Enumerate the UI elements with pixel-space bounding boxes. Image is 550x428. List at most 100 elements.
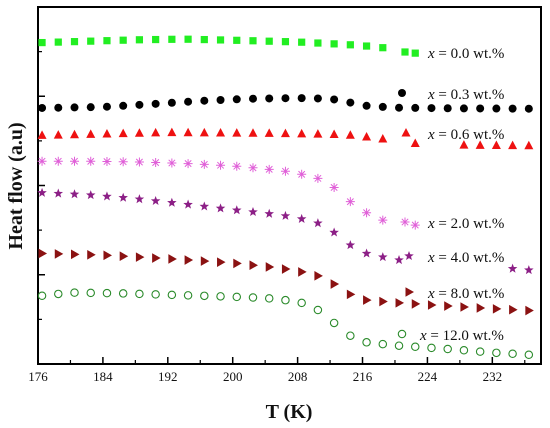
data-point	[217, 257, 226, 267]
data-point	[411, 299, 421, 309]
data-point	[215, 203, 226, 213]
data-point	[265, 37, 273, 45]
data-point	[524, 265, 534, 275]
legend-entry: x = 8.0 wt.%	[405, 286, 504, 302]
data-point	[54, 38, 62, 46]
data-point	[281, 264, 291, 274]
data-series	[37, 35, 534, 359]
legend-entry: x = 2.0 wt.%	[400, 216, 504, 232]
data-point	[460, 302, 469, 312]
data-point	[443, 344, 452, 354]
data-point	[345, 130, 355, 139]
data-point	[233, 258, 242, 269]
data-point	[363, 295, 372, 305]
data-point	[265, 262, 275, 272]
data-point	[37, 187, 47, 197]
data-point	[411, 49, 419, 57]
data-point	[507, 263, 518, 273]
data-point	[297, 298, 306, 308]
data-point	[314, 39, 322, 47]
data-point	[102, 191, 112, 201]
data-point	[394, 255, 404, 265]
legend-entry: x = 0.3 wt.%	[398, 87, 504, 103]
data-point	[183, 199, 193, 209]
data-point	[86, 156, 96, 166]
data-point	[248, 94, 257, 103]
data-point	[54, 249, 64, 259]
data-point	[167, 197, 177, 207]
data-point	[329, 129, 339, 139]
legend-entry: x = 0.0 wt.%	[401, 46, 504, 62]
data-point	[102, 288, 112, 298]
data-point	[410, 220, 420, 230]
data-point	[297, 128, 307, 138]
data-point	[508, 140, 518, 150]
data-point	[329, 182, 339, 192]
data-point	[476, 303, 486, 313]
data-point	[492, 304, 502, 314]
data-point	[395, 298, 405, 308]
data-point	[330, 95, 339, 104]
data-point	[508, 349, 517, 359]
data-point	[53, 188, 64, 198]
data-point	[87, 249, 96, 260]
legend-label-value: = 0.3 wt.%	[435, 87, 505, 103]
data-point	[200, 256, 210, 266]
data-point	[118, 157, 128, 167]
x-tick-label: 232	[483, 369, 503, 384]
data-point	[70, 288, 79, 297]
data-point	[200, 96, 209, 105]
data-point	[184, 35, 192, 43]
data-point	[86, 103, 95, 112]
y-axis-label: Heat flow (a.u)	[5, 122, 27, 249]
legend-label-var: x	[427, 286, 435, 302]
data-point	[184, 97, 193, 106]
data-point	[443, 104, 452, 113]
data-point	[151, 99, 160, 108]
data-point	[509, 304, 518, 315]
data-point	[362, 101, 371, 110]
data-point	[459, 346, 469, 355]
data-point	[249, 260, 258, 271]
data-point	[216, 36, 225, 44]
data-point	[69, 189, 80, 199]
legend-marker	[400, 217, 410, 227]
data-point	[378, 339, 388, 349]
legend-label-value: = 12.0 wt.%	[427, 328, 504, 344]
data-point	[345, 240, 356, 250]
data-point	[330, 279, 340, 289]
data-point	[152, 35, 160, 44]
legend-label-var: x	[427, 216, 435, 232]
data-point	[135, 36, 144, 44]
data-point	[183, 291, 193, 300]
data-point	[329, 318, 339, 328]
data-point	[264, 208, 274, 218]
data-point	[361, 248, 372, 258]
data-point	[362, 42, 371, 50]
data-point	[37, 156, 47, 166]
legend-entry: x = 4.0 wt.%	[404, 250, 504, 266]
data-point	[70, 103, 79, 112]
legend-label-var: x	[427, 250, 435, 266]
series-circle-open	[37, 288, 534, 359]
legend-label: x = 8.0 wt.%	[427, 286, 504, 302]
legend-marker	[398, 89, 406, 97]
data-point	[232, 128, 242, 137]
data-point	[524, 140, 534, 150]
data-point	[410, 138, 420, 148]
data-point	[249, 37, 257, 45]
data-point	[264, 164, 274, 174]
data-point	[37, 130, 47, 139]
data-point	[281, 94, 290, 103]
data-point	[168, 254, 177, 264]
data-point	[70, 129, 80, 139]
legend-label: x = 12.0 wt.%	[419, 328, 504, 344]
data-point	[248, 293, 258, 302]
data-point	[378, 102, 387, 111]
legend-marker	[404, 251, 414, 261]
series-star	[37, 187, 534, 275]
data-point	[313, 305, 323, 315]
x-axis-label: T (K)	[266, 401, 313, 423]
legend-label-value: = 8.0 wt.%	[435, 286, 505, 302]
